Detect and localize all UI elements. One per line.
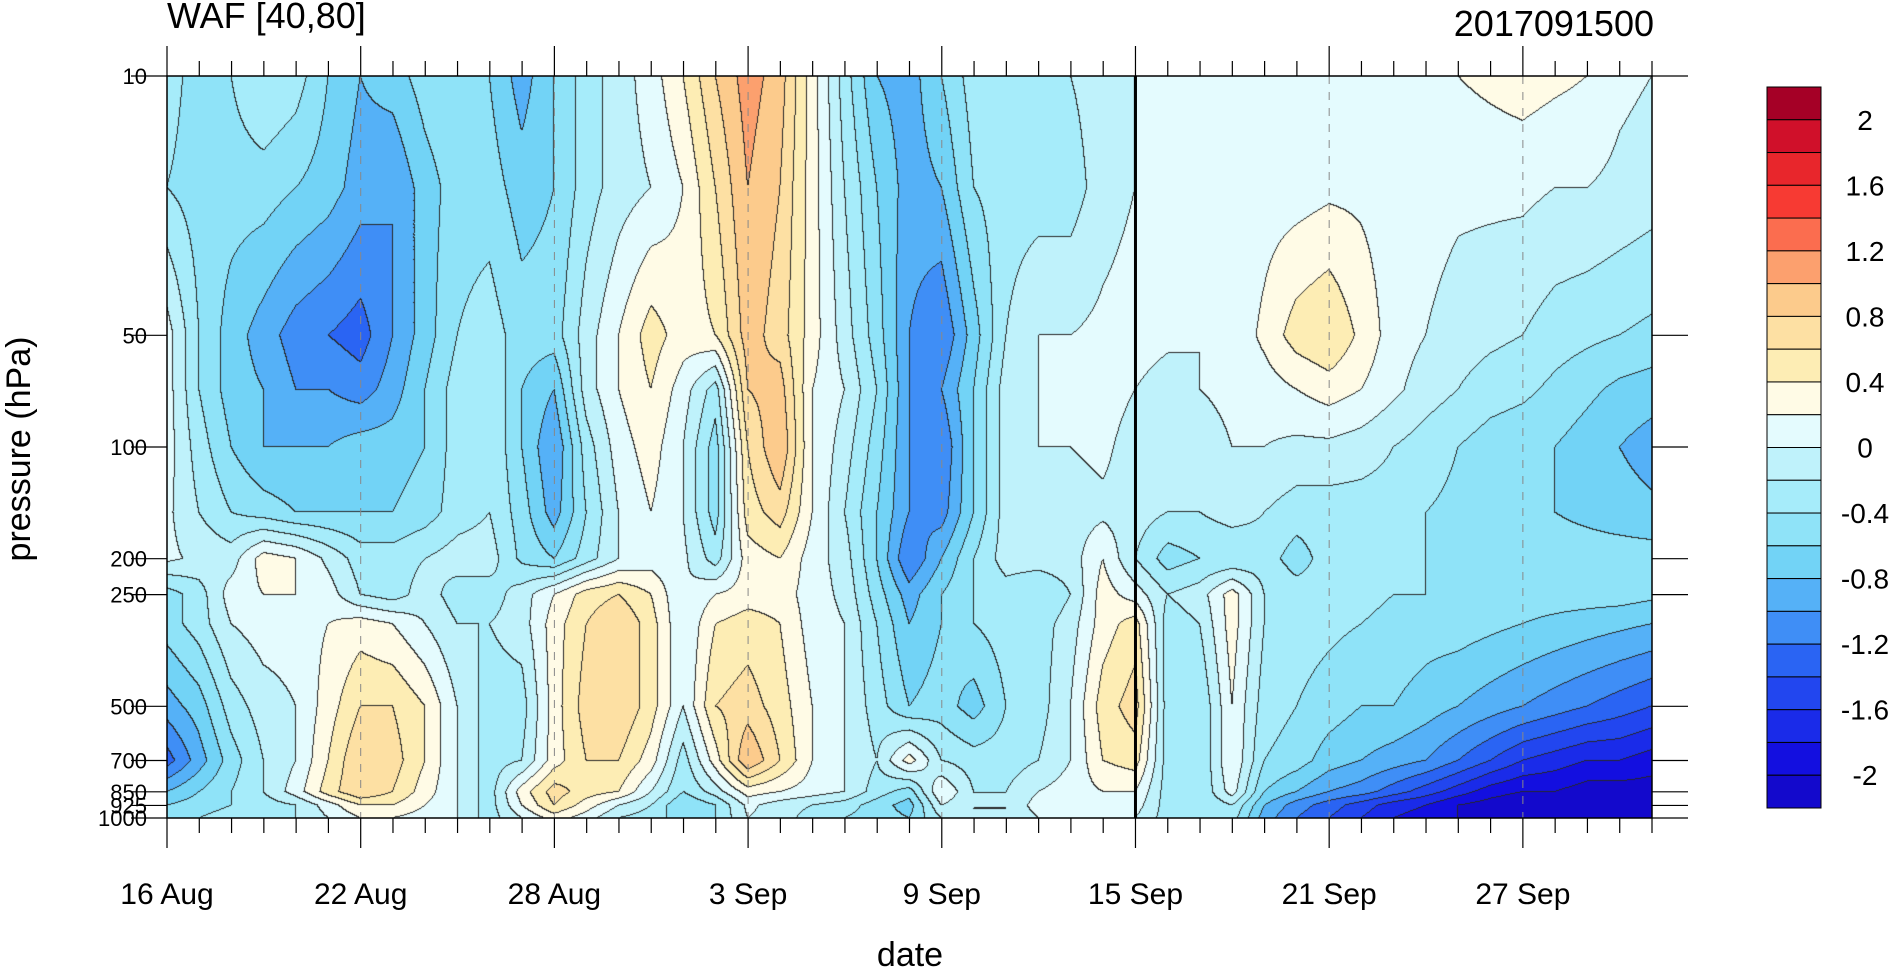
colorbar-label: 1.2 <box>1846 236 1885 267</box>
x-axis-title: date <box>877 936 943 969</box>
colorbar-swatch <box>1766 119 1822 154</box>
colorbar-label: -1.6 <box>1841 695 1889 726</box>
colorbar-label: 1.6 <box>1846 170 1885 201</box>
x-tick-label: 15 Sep <box>1088 878 1183 911</box>
x-tick-label: 9 Sep <box>903 878 981 911</box>
chart-title-right: 2017091500 <box>1454 3 1654 44</box>
colorbar-swatch <box>1766 217 1822 252</box>
colorbar-label: -1.2 <box>1841 629 1889 660</box>
x-tick-label: 22 Aug <box>314 878 407 911</box>
colorbar-swatch <box>1766 512 1822 547</box>
colorbar-swatch <box>1766 414 1822 448</box>
colorbar-swatch <box>1766 545 1822 580</box>
colorbar-swatch <box>1766 676 1822 711</box>
colorbar-swatch <box>1766 315 1822 350</box>
colorbar-label: 0.4 <box>1846 367 1885 398</box>
x-tick-label: 3 Sep <box>709 878 787 911</box>
colorbar-swatch <box>1766 643 1822 678</box>
colorbar-swatch <box>1766 447 1822 481</box>
chart-title-left: WAF [40,80] <box>167 0 366 36</box>
colorbar: 2 1.6 1.2 0.8 0.4 0 -0.4 -0.8 -1.2 -1.6 -2 <box>1766 86 1889 809</box>
colorbar-label: -0.8 <box>1841 564 1889 595</box>
colorbar-swatch <box>1766 709 1822 743</box>
colorbar-swatch <box>1766 348 1822 383</box>
y-tick-label: 200 <box>110 547 147 572</box>
x-tick-label: 16 Aug <box>120 878 213 911</box>
colorbar-swatch <box>1766 774 1822 809</box>
y-tick-label: 10 <box>123 64 147 89</box>
y-tick-label: 100 <box>110 435 147 460</box>
colorbar-swatch <box>1766 741 1822 776</box>
colorbar-swatch <box>1766 283 1822 317</box>
colorbar-swatch <box>1766 578 1822 612</box>
y-tick-label: 250 <box>110 583 147 608</box>
y-tick-label: 850 <box>110 780 147 805</box>
colorbar-swatch <box>1766 479 1822 514</box>
y-tick-label: 700 <box>110 749 147 774</box>
colorbar-swatch <box>1766 152 1822 186</box>
x-tick-label: 27 Sep <box>1475 878 1570 911</box>
colorbar-label: 0 <box>1857 433 1873 464</box>
colorbar-swatch <box>1766 381 1822 416</box>
y-tick-label: 500 <box>110 694 147 719</box>
contour-plot-area <box>166 75 1653 819</box>
colorbar-swatch <box>1766 184 1822 219</box>
colorbar-label: -0.4 <box>1841 498 1889 529</box>
colorbar-label: 0.8 <box>1846 301 1885 332</box>
colorbar-swatch <box>1766 250 1822 285</box>
x-axis: 16 Aug 22 Aug 28 Aug 3 Sep 9 Sep 15 Sep 21 Sep… <box>120 46 1653 911</box>
colorbar-swatch <box>1766 610 1822 645</box>
y-tick-label: 925 <box>110 793 147 818</box>
colorbar-swatch <box>1766 86 1822 121</box>
colorbar-label: 2 <box>1857 105 1873 136</box>
y-tick-label: 1000 <box>98 806 147 831</box>
contour-field <box>167 76 1652 818</box>
x-tick-label: 21 Sep <box>1282 878 1377 911</box>
y-tick-label: 50 <box>123 323 147 348</box>
x-tick-label: 28 Aug <box>508 878 601 911</box>
y-axis-title: pressure (hPa) <box>0 337 38 562</box>
colorbar-label: -2 <box>1853 760 1878 791</box>
